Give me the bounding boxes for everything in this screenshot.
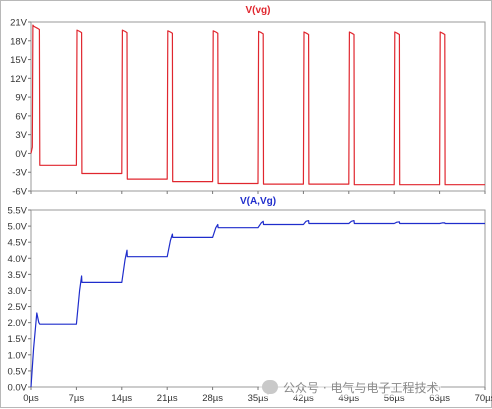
x-tick-label: 63µs (429, 393, 450, 404)
y-tick-label: 3.5V (7, 270, 27, 281)
y-tick-label: 1.5V (7, 334, 27, 345)
y-tick-label: 2.0V (7, 318, 27, 329)
x-tick-label: 70µs (475, 393, 492, 404)
y-tick-label: 9V (15, 93, 27, 104)
watermark: 公众号 · 电气与电子工程技术 (259, 377, 442, 397)
y-tick-label: 15V (10, 55, 28, 66)
plot-area-2 (30, 209, 486, 388)
x-tick-label: 28µs (202, 393, 223, 404)
y-tick-label: 1.0V (7, 350, 27, 361)
x-tick-label: 7µs (69, 393, 85, 404)
series-line-1 (30, 24, 485, 186)
x-tick-label: 56µs (384, 393, 405, 404)
y-tick-label: 0.5V (7, 366, 27, 377)
x-tick-label: 0µs (23, 393, 39, 404)
y-tick-label: 2.5V (7, 302, 27, 313)
watermark-text: 公众号 · 电气与电子工程技术 (283, 380, 439, 395)
x-tick-label: 21µs (157, 393, 178, 404)
y-tick-label: 6V (15, 111, 27, 122)
y-tick-label: 4.0V (7, 254, 27, 265)
y-tick-label: -3V (12, 168, 27, 179)
chart-title: V(vg) (246, 5, 271, 16)
x-tick-label: 49µs (338, 393, 359, 404)
y-tick-label: 3V (15, 130, 27, 141)
y-tick-label: -6V (12, 187, 27, 198)
y-tick-label: 12V (10, 74, 28, 85)
y-tick-label: 5.5V (7, 206, 27, 217)
x-tick-label: 14µs (111, 393, 132, 404)
y-tick-label: 4.5V (7, 238, 27, 249)
chart-title: V(A,Vg) (240, 196, 276, 207)
x-tick-label: 42µs (293, 393, 314, 404)
y-tick-label: 3.0V (7, 286, 27, 297)
y-tick-label: 5.0V (7, 222, 27, 233)
y-tick-label: 0.0V (7, 383, 27, 394)
y-tick-label: 18V (10, 36, 28, 47)
y-tick-label: 21V (10, 18, 28, 29)
series-line-2 (30, 220, 485, 388)
y-tick-label: 0V (15, 149, 27, 160)
x-tick-label: 35µs (248, 393, 269, 404)
wechat-icon (262, 380, 278, 395)
